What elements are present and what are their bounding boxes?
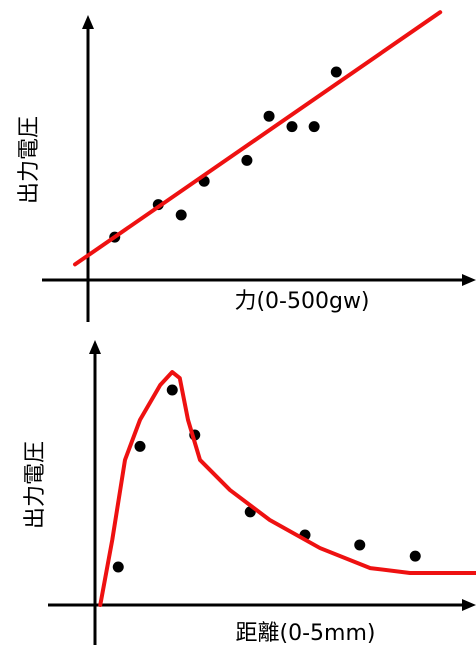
data-point xyxy=(112,561,124,573)
data-point xyxy=(286,121,298,133)
data-point xyxy=(409,550,421,562)
y-axis-arrow xyxy=(82,15,94,29)
data-point xyxy=(241,154,253,166)
data-point xyxy=(134,440,146,452)
x-axis-label: 距離(0-5mm) xyxy=(236,621,376,646)
y-axis-arrow xyxy=(89,340,101,354)
y-axis-label: 出力電圧 xyxy=(17,116,42,204)
x-axis-arrow xyxy=(462,599,476,611)
data-point xyxy=(354,539,366,551)
y-axis-label: 出力電圧 xyxy=(23,441,48,529)
data-point xyxy=(330,66,342,78)
x-axis-arrow xyxy=(462,274,476,286)
data-point xyxy=(166,384,178,396)
data-point xyxy=(308,121,320,133)
fit-curve xyxy=(98,370,476,607)
fit-curve xyxy=(73,10,443,267)
data-point xyxy=(263,110,275,122)
data-point xyxy=(175,209,187,221)
x-axis-label: 力(0-500gw) xyxy=(234,289,369,314)
